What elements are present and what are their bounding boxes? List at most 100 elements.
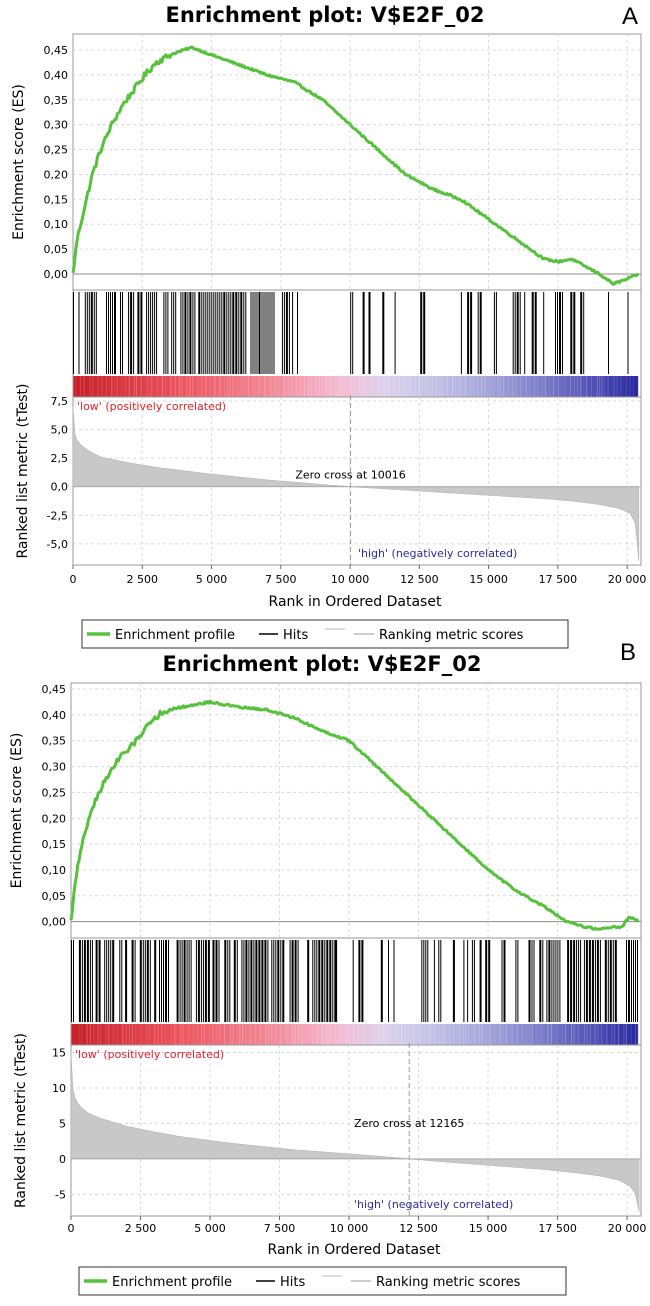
ranked-plot-frame (70, 1044, 642, 1217)
hit-bar (321, 940, 324, 1022)
heat-texture-line (596, 376, 598, 397)
hit-bar (626, 940, 627, 1022)
hit-bar (524, 292, 526, 374)
heat-texture-line (557, 376, 559, 397)
hit-bar (110, 292, 111, 374)
hit-bar (467, 940, 469, 1022)
heat-texture-line (478, 1024, 480, 1045)
heat-texture-line (384, 1024, 386, 1045)
heat-texture-line (310, 376, 312, 397)
hit-bar (187, 292, 189, 374)
heat-texture-line (146, 1024, 148, 1045)
hit-bar (282, 940, 285, 1022)
hit-bar (573, 292, 576, 374)
es-tick-label: 0,20 (42, 812, 67, 825)
hit-bar (318, 940, 321, 1022)
heat-texture-line (78, 1024, 80, 1045)
heat-texture-line (294, 1024, 296, 1045)
hit-bar (273, 292, 275, 374)
heat-texture-line (277, 376, 279, 397)
heat-texture-line (444, 1024, 446, 1045)
hit-bar (633, 940, 634, 1022)
heat-texture-line (541, 1024, 543, 1045)
heat-texture-line (274, 376, 276, 397)
hit-bar (543, 292, 545, 374)
hit-bar (562, 292, 563, 374)
hit-bar (86, 292, 88, 374)
heat-texture-line (116, 1024, 118, 1045)
hit-bar (179, 940, 181, 1022)
heat-texture-line (287, 376, 289, 397)
heat-texture-line (484, 376, 486, 397)
heat-texture-line (329, 1024, 331, 1045)
heat-texture-line (174, 1024, 176, 1045)
heat-texture-line (505, 1024, 507, 1045)
hit-bar (512, 292, 514, 374)
hit-bar (421, 940, 423, 1022)
heat-texture-line (301, 1024, 303, 1045)
hit-bar (557, 292, 558, 374)
heat-texture-line (101, 376, 103, 397)
heat-texture-line (170, 1024, 172, 1045)
hit-bar (84, 292, 86, 374)
heat-texture-line (79, 376, 81, 397)
legend-box (78, 1266, 567, 1296)
heat-texture-line (446, 376, 448, 397)
hit-bar (631, 940, 632, 1022)
heat-texture-line (189, 376, 191, 397)
hit-bar (314, 940, 316, 1022)
heat-texture-line (525, 376, 527, 397)
heat-texture-line (470, 376, 472, 397)
hit-bar (207, 292, 209, 374)
heat-texture-line (551, 1024, 553, 1045)
heat-texture-line (203, 1024, 205, 1045)
hit-bar (380, 940, 383, 1022)
hit-bar (607, 940, 609, 1022)
heat-texture-line (537, 376, 539, 397)
hit-bar (440, 940, 442, 1022)
es-tick-label: 0,05 (42, 890, 67, 903)
es-tick-label: 0,30 (44, 119, 69, 132)
heat-texture-line (291, 376, 293, 397)
hit-bar (186, 940, 188, 1022)
heat-texture-line (308, 376, 310, 397)
heat-texture-line (637, 1024, 639, 1045)
hit-bar (546, 940, 548, 1022)
hit-bar (78, 940, 81, 1022)
ranked-tick-label: 15 (52, 1047, 66, 1060)
heat-texture-line (565, 1024, 567, 1045)
heat-texture-line (499, 1024, 501, 1045)
hit-bar (277, 940, 280, 1022)
low-correlation-label: 'low' (positively correlated) (75, 1048, 224, 1061)
hit-bar (159, 940, 160, 1022)
hit-bar (71, 940, 72, 1022)
hit-bar (83, 940, 86, 1022)
hit-bar (557, 940, 559, 1022)
hit-bar (576, 940, 578, 1022)
hit-bar (223, 292, 226, 374)
hit-bar (168, 940, 169, 1022)
hit-bar (122, 292, 123, 374)
hit-bar (125, 940, 128, 1022)
hit-bar (212, 940, 215, 1022)
hit-bar (267, 292, 269, 374)
heat-texture-line (424, 376, 426, 397)
heat-texture-line (594, 1024, 596, 1045)
heat-texture-line (539, 1024, 541, 1045)
heat-texture-line (492, 376, 494, 397)
x-tick-label: 20 000 (608, 573, 647, 586)
hit-bar (245, 292, 247, 374)
hit-bar (176, 940, 179, 1022)
hit-bar (628, 940, 630, 1022)
heat-texture-line (259, 1024, 261, 1045)
hit-bar (218, 940, 220, 1022)
hit-bar (585, 940, 588, 1022)
heat-texture-line (232, 1024, 234, 1045)
heat-texture-line (439, 376, 441, 397)
heat-texture-line (427, 1024, 429, 1045)
heat-texture-line (398, 376, 400, 397)
hit-bar (635, 940, 636, 1022)
heat-texture-line (547, 1024, 549, 1045)
hit-bar (149, 940, 151, 1022)
